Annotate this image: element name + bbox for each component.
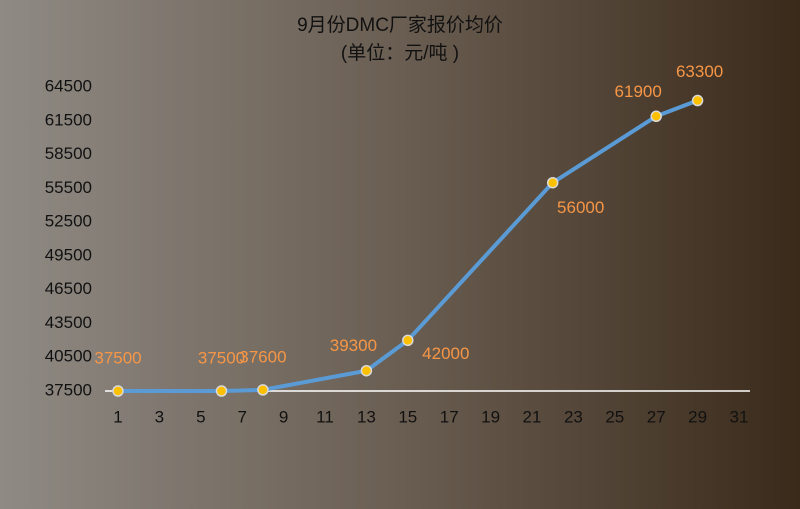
data-point	[691, 94, 704, 107]
data-label: 37600	[239, 347, 286, 366]
chart-subtitle: (单位：元/吨 )	[341, 42, 459, 64]
data-label: 61900	[615, 82, 662, 101]
y-tick-label: 58500	[45, 144, 92, 163]
y-tick-label: 49500	[45, 245, 92, 264]
data-point	[215, 385, 228, 397]
data-point	[360, 364, 373, 377]
x-tick-label: 21	[523, 407, 542, 426]
data-point	[546, 176, 559, 189]
y-tick-label: 43500	[45, 313, 92, 332]
y-tick-label: 55500	[45, 178, 92, 197]
y-tick-label: 52500	[45, 212, 92, 231]
x-tick-label: 27	[647, 407, 666, 426]
x-tick-label: 25	[605, 407, 624, 426]
x-tick-label: 19	[481, 407, 500, 426]
x-tick-label: 29	[688, 407, 707, 426]
x-tick-label: 1	[113, 407, 122, 426]
x-tick-label: 31	[730, 407, 749, 426]
x-tick-label: 23	[564, 407, 583, 426]
data-point	[257, 384, 269, 396]
data-point	[650, 110, 662, 123]
y-tick-label: 64500	[45, 76, 92, 95]
x-tick-label: 13	[357, 407, 376, 426]
x-tick-label: 15	[398, 407, 417, 426]
y-tick-label: 61500	[45, 110, 92, 129]
data-label: 42000	[422, 344, 469, 363]
series-line	[118, 98, 699, 393]
x-tick-label: 17	[440, 407, 459, 426]
y-tick-label: 37500	[45, 380, 92, 399]
data-label: 56000	[557, 198, 604, 217]
x-tick-label: 3	[155, 407, 164, 426]
y-tick-label: 46500	[45, 279, 92, 298]
x-tick-label: 9	[279, 407, 288, 426]
data-point	[402, 334, 414, 347]
data-point	[112, 385, 124, 397]
x-tick-label: 7	[237, 407, 246, 426]
data-label: 37500	[198, 348, 245, 367]
data-label: 39300	[330, 336, 377, 355]
data-label: 37500	[94, 348, 141, 367]
x-tick-label: 11	[316, 407, 334, 426]
y-tick-label: 40500	[45, 347, 92, 366]
data-label: 63300	[676, 62, 723, 81]
chart-title: 9月份DMC厂家报价均价	[297, 14, 503, 36]
x-tick-label: 5	[196, 407, 205, 426]
